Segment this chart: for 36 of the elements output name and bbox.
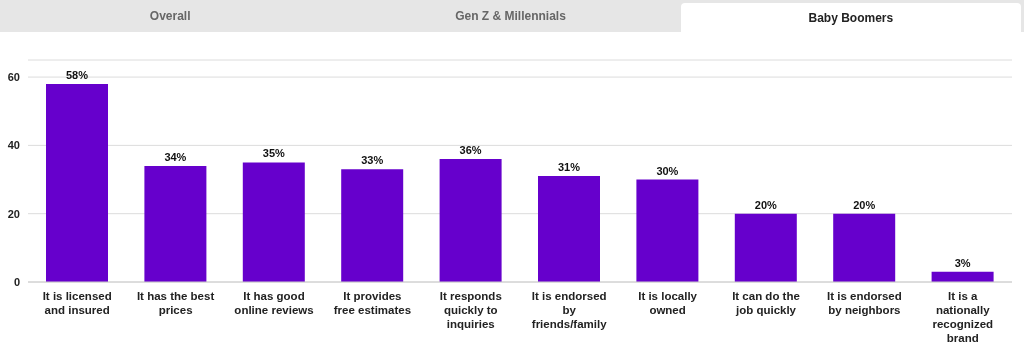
- bar: [341, 169, 404, 282]
- data-label: 35%: [262, 147, 286, 160]
- x-tick-label: It is endorsed by neighbors: [827, 290, 902, 316]
- data-label: 34%: [164, 150, 187, 163]
- data-label: 58%: [65, 68, 89, 81]
- data-label: 20%: [754, 198, 778, 211]
- x-tick-label: It is licensed and insured: [42, 290, 112, 316]
- bar: [439, 159, 502, 282]
- y-tick-label: 60: [7, 70, 20, 83]
- bar: [242, 162, 305, 282]
- x-tick-label: It is locally owned: [638, 290, 698, 316]
- y-tick-label: 0: [13, 275, 20, 288]
- data-label: 36%: [459, 144, 482, 157]
- bar: [833, 213, 896, 282]
- bar: [46, 83, 108, 282]
- text: Overall: [148, 8, 192, 25]
- bar: [734, 213, 797, 282]
- data-label: 31%: [557, 161, 581, 174]
- bar: [144, 165, 207, 282]
- x-tick-label: It has good online reviews: [234, 290, 314, 316]
- x-tick-label: It can do the job quickly: [732, 290, 800, 316]
- chart-title: Baby Boomers: [680, 3, 1021, 32]
- x-tick-label: It is a nationally recognized brand: [932, 290, 994, 344]
- data-label: 30%: [656, 164, 679, 177]
- x-tick-label: It has the best prices: [136, 290, 215, 316]
- y-tick-label: 20: [7, 207, 20, 220]
- bar: [636, 179, 699, 282]
- x-tick-label: It provides free estimates: [333, 290, 412, 316]
- data-label: 3%: [954, 256, 971, 269]
- x-tick-label: It is endorsed by friends/family: [531, 290, 608, 330]
- y-tick-label: 40: [7, 139, 20, 152]
- text: Gen Z & Millennials: [454, 8, 567, 25]
- x-tick-label: It responds quickly to inquiries: [439, 290, 502, 330]
- data-label: 33%: [361, 154, 384, 167]
- data-label: 20%: [853, 198, 876, 211]
- bar: [538, 176, 600, 282]
